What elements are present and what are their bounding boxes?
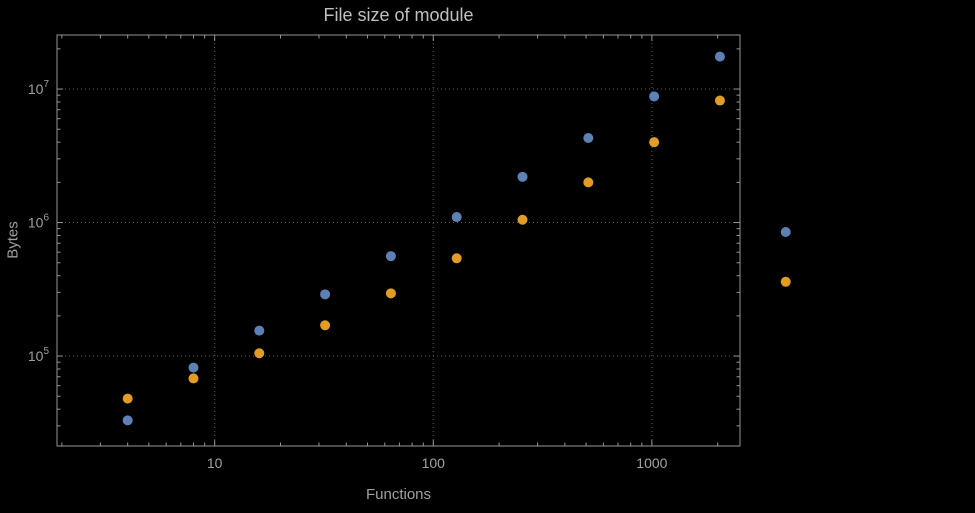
data-point-series-blue xyxy=(714,51,725,62)
data-point-series-orange xyxy=(517,214,528,225)
data-point-series-orange xyxy=(583,177,594,188)
data-point-series-blue xyxy=(122,415,133,426)
data-point-series-orange xyxy=(780,276,791,287)
x-tick-label: 1000 xyxy=(636,455,667,471)
data-point-series-blue xyxy=(517,171,528,182)
data-point-series-orange xyxy=(122,393,133,404)
data-point-series-orange xyxy=(320,320,331,331)
x-tick-label: 100 xyxy=(422,455,446,471)
y-tick-label: 107 xyxy=(28,79,50,97)
data-point-series-blue xyxy=(649,91,660,102)
data-point-series-blue xyxy=(583,132,594,143)
y-tick-label: 105 xyxy=(28,346,50,364)
data-point-series-blue xyxy=(320,289,331,300)
data-point-series-orange xyxy=(254,348,265,359)
data-point-series-orange xyxy=(188,373,199,384)
chart-title: File size of module xyxy=(323,5,474,25)
data-point-series-blue xyxy=(385,251,396,262)
data-point-series-orange xyxy=(385,288,396,299)
y-tick-label: 106 xyxy=(28,213,50,231)
data-point-series-orange xyxy=(714,95,725,106)
x-tick-label: 10 xyxy=(207,455,223,471)
data-point-series-blue xyxy=(254,325,265,336)
data-point-series-blue xyxy=(451,212,462,223)
plot-frame xyxy=(56,34,741,447)
data-point-series-orange xyxy=(451,253,462,264)
data-point-series-blue xyxy=(188,362,199,373)
x-axis-label: Functions xyxy=(365,486,432,503)
data-point-series-orange xyxy=(649,137,660,148)
data-point-series-blue xyxy=(780,226,791,237)
